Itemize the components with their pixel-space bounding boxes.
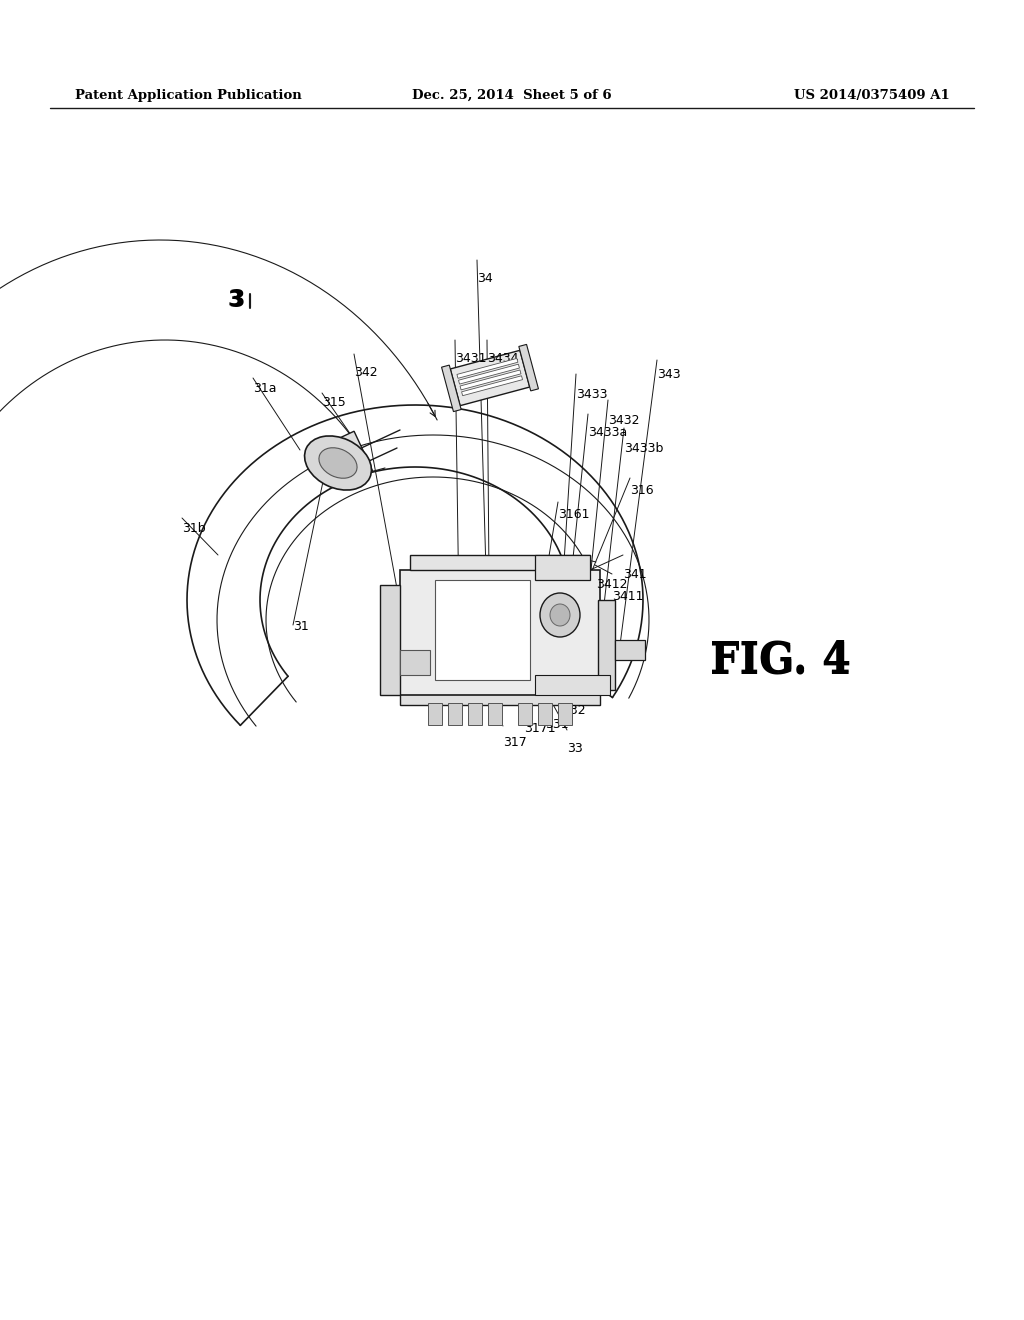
Polygon shape xyxy=(449,704,462,725)
Text: 315: 315 xyxy=(322,396,346,409)
Text: 3432: 3432 xyxy=(608,413,640,426)
Text: 3: 3 xyxy=(228,290,244,310)
Ellipse shape xyxy=(550,605,570,626)
Text: 3433: 3433 xyxy=(575,388,607,400)
Text: Dec. 25, 2014  Sheet 5 of 6: Dec. 25, 2014 Sheet 5 of 6 xyxy=(413,88,611,102)
Polygon shape xyxy=(451,350,529,405)
Text: 331: 331 xyxy=(545,718,568,730)
Text: 3412: 3412 xyxy=(596,578,628,590)
Polygon shape xyxy=(457,359,518,379)
Text: 342: 342 xyxy=(354,366,378,379)
Text: 3171: 3171 xyxy=(524,722,556,734)
Text: 31: 31 xyxy=(293,620,309,634)
Polygon shape xyxy=(538,704,552,725)
Text: 317: 317 xyxy=(503,735,526,748)
Polygon shape xyxy=(598,601,615,690)
Polygon shape xyxy=(462,376,522,396)
Polygon shape xyxy=(400,570,600,696)
Polygon shape xyxy=(435,579,530,680)
Text: 3: 3 xyxy=(228,288,245,312)
Text: 3433b: 3433b xyxy=(624,441,664,454)
Text: 3433a: 3433a xyxy=(588,425,628,438)
Polygon shape xyxy=(380,585,400,696)
Polygon shape xyxy=(460,370,521,389)
Text: 31b: 31b xyxy=(182,521,206,535)
Text: Patent Application Publication: Patent Application Publication xyxy=(75,88,302,102)
Polygon shape xyxy=(535,554,590,579)
Text: 34: 34 xyxy=(477,272,493,285)
Polygon shape xyxy=(428,704,442,725)
Polygon shape xyxy=(468,704,482,725)
Polygon shape xyxy=(518,704,532,725)
Polygon shape xyxy=(535,675,610,696)
Ellipse shape xyxy=(540,593,580,638)
Text: 316: 316 xyxy=(630,483,653,496)
Text: 343: 343 xyxy=(657,367,681,380)
Text: 3161: 3161 xyxy=(558,507,590,520)
Polygon shape xyxy=(558,704,572,725)
Text: FIG. 4: FIG. 4 xyxy=(710,642,851,682)
Polygon shape xyxy=(459,364,519,384)
Polygon shape xyxy=(519,345,539,391)
Text: 341: 341 xyxy=(623,569,646,582)
Text: 3434: 3434 xyxy=(487,351,518,364)
Text: 332: 332 xyxy=(562,704,586,717)
Text: 33: 33 xyxy=(567,742,583,755)
Ellipse shape xyxy=(304,436,372,490)
Polygon shape xyxy=(322,432,373,486)
Text: 3411: 3411 xyxy=(612,590,643,602)
Polygon shape xyxy=(441,366,461,412)
Text: 3431: 3431 xyxy=(455,351,486,364)
Polygon shape xyxy=(400,649,430,675)
Polygon shape xyxy=(410,554,590,570)
Ellipse shape xyxy=(318,447,357,478)
Text: 31a: 31a xyxy=(253,381,276,395)
Text: FIG. 4: FIG. 4 xyxy=(710,639,851,681)
Polygon shape xyxy=(615,640,645,660)
Text: US 2014/0375409 A1: US 2014/0375409 A1 xyxy=(795,88,950,102)
Polygon shape xyxy=(488,704,502,725)
Polygon shape xyxy=(400,690,600,705)
